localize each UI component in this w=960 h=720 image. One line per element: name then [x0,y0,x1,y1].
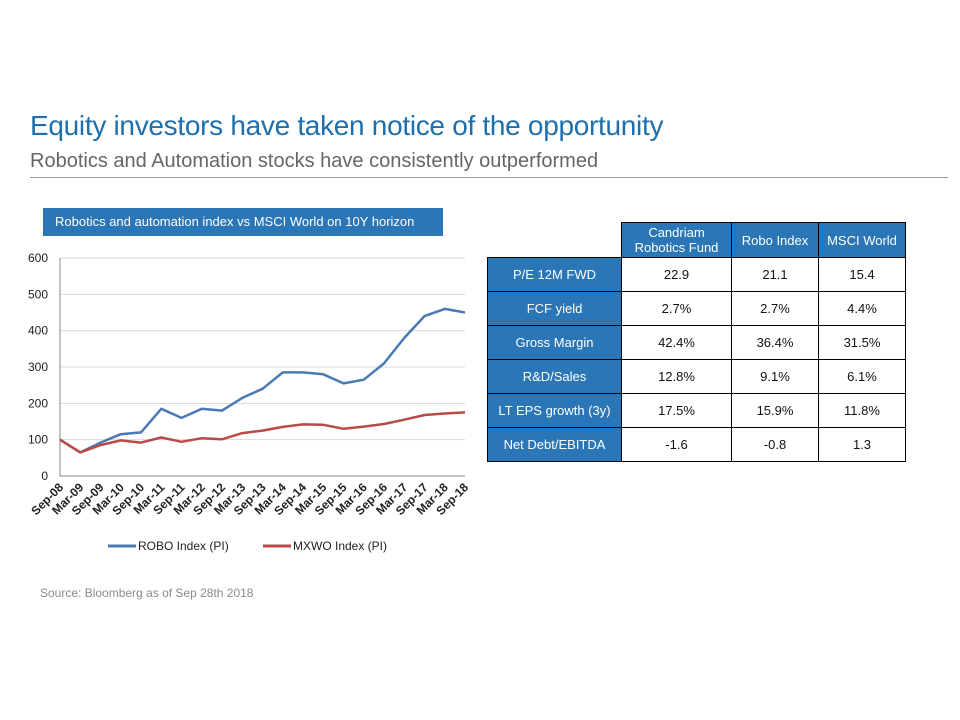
chart-series [59,307,466,454]
series-line-0 [59,307,466,454]
table-header-row: Candriam Robotics Fund Robo Index MSCI W… [488,222,906,258]
table-cell: -0.8 [731,427,819,462]
table-row: R&D/Sales 12.8% 9.1% 6.1% [487,359,906,394]
table-cell: 17.5% [621,393,732,428]
table-cell: 2.7% [731,291,819,326]
table-cell: 6.1% [818,359,906,394]
row-label: Net Debt/EBITDA [487,427,622,462]
table-cell: 36.4% [731,325,819,360]
y-axis-ticks: 0 100 200 300 400 500 600 [28,251,48,483]
table-row: LT EPS growth (3y) 17.5% 15.9% 11.8% [487,393,906,428]
chart-axes [59,258,465,477]
table-cell: 11.8% [818,393,906,428]
row-label: LT EPS growth (3y) [487,393,622,428]
slide-subtitle: Robotics and Automation stocks have cons… [30,150,599,172]
table-cell: 42.4% [621,325,732,360]
y-tick-label: 0 [41,469,48,483]
table-cell: 15.4 [818,257,906,292]
table-cell: 2.7% [621,291,732,326]
title-divider [30,177,948,178]
table-cell: 15.9% [731,393,819,428]
series-line-1 [59,411,466,454]
metrics-table: Candriam Robotics Fund Robo Index MSCI W… [487,222,906,462]
x-axis-ticks: Sep-08Mar-09Sep-09Mar-10Sep-10Mar-11Sep-… [28,480,471,518]
legend-label: MXWO Index (PI) [293,539,387,553]
column-header-candriam: Candriam Robotics Fund [621,222,732,258]
row-label: R&D/Sales [487,359,622,394]
table-row: P/E 12M FWD 22.9 21.1 15.4 [487,257,906,292]
table-cell: 12.8% [621,359,732,394]
chart-legend: ROBO Index (PI) MXWO Index (PI) [108,539,387,553]
row-label: FCF yield [487,291,622,326]
table-cell: 4.4% [818,291,906,326]
column-header-msci-world: MSCI World [818,222,906,258]
slide-title: Equity investors have taken notice of th… [30,110,664,141]
table-cell: -1.6 [621,427,732,462]
table-cell: 31.5% [818,325,906,360]
line-chart: 0 100 200 300 400 500 600 Sep-08Mar-09Sep-09Ma… [28,251,471,553]
row-label: Gross Margin [487,325,622,360]
y-tick-label: 500 [28,287,48,301]
table-cell: 21.1 [731,257,819,292]
chart-title: Robotics and automation index vs MSCI Wo… [43,208,443,236]
source-note: Source: Bloomberg as of Sep 28th 2018 [40,586,254,600]
chart-gridlines [60,257,465,441]
table-row: FCF yield 2.7% 2.7% 4.4% [487,291,906,326]
table-cell: 22.9 [621,257,732,292]
y-tick-label: 100 [28,433,48,447]
legend-label: ROBO Index (PI) [138,539,229,553]
table-corner [488,223,622,258]
table-cell: 1.3 [818,427,906,462]
y-tick-label: 300 [28,360,48,374]
y-tick-label: 200 [28,396,48,410]
table-row: Net Debt/EBITDA -1.6 -0.8 1.3 [487,427,906,462]
table-cell: 9.1% [731,359,819,394]
row-label: P/E 12M FWD [487,257,622,292]
table-row: Gross Margin 42.4% 36.4% 31.5% [487,325,906,360]
column-header-robo-index: Robo Index [731,222,819,258]
y-tick-label: 600 [28,251,48,265]
y-tick-label: 400 [28,324,48,338]
